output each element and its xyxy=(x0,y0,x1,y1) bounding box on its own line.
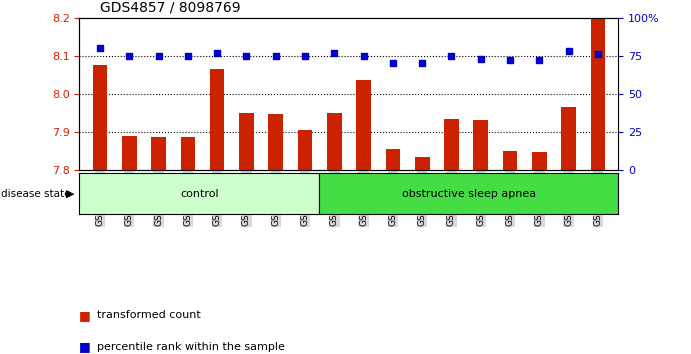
Text: control: control xyxy=(180,189,218,199)
Text: GDS4857 / 8098769: GDS4857 / 8098769 xyxy=(100,0,241,14)
Text: ■: ■ xyxy=(79,341,95,353)
Point xyxy=(95,45,106,51)
Point xyxy=(417,61,428,66)
Bar xyxy=(591,18,605,170)
Bar xyxy=(444,119,459,170)
Bar xyxy=(415,156,430,170)
Point xyxy=(388,61,399,66)
Text: ▶: ▶ xyxy=(66,189,74,199)
Bar xyxy=(298,130,312,170)
Text: disease state: disease state xyxy=(1,189,70,199)
Bar xyxy=(357,80,371,170)
Point xyxy=(153,53,164,59)
Point xyxy=(563,48,574,54)
Bar xyxy=(327,113,341,170)
Point xyxy=(592,51,603,57)
Text: transformed count: transformed count xyxy=(97,310,200,320)
Bar xyxy=(532,152,547,170)
Bar xyxy=(561,107,576,170)
Point xyxy=(211,50,223,56)
Point xyxy=(182,53,193,59)
Text: ■: ■ xyxy=(79,309,95,321)
Point xyxy=(270,53,281,59)
Point xyxy=(446,53,457,59)
Bar xyxy=(151,137,166,170)
Bar xyxy=(503,151,518,170)
Bar xyxy=(268,114,283,170)
Bar xyxy=(386,149,400,170)
Bar xyxy=(93,65,107,170)
Bar xyxy=(210,69,225,170)
Point xyxy=(358,53,369,59)
Point xyxy=(475,56,486,62)
Text: percentile rank within the sample: percentile rank within the sample xyxy=(97,342,285,352)
Point xyxy=(329,50,340,56)
Point xyxy=(534,57,545,63)
Bar xyxy=(180,137,195,170)
Bar xyxy=(122,136,137,170)
Text: obstructive sleep apnea: obstructive sleep apnea xyxy=(401,189,536,199)
Bar xyxy=(473,120,488,170)
Point xyxy=(124,53,135,59)
Bar xyxy=(239,113,254,170)
Point xyxy=(299,53,310,59)
Point xyxy=(504,57,515,63)
Point xyxy=(241,53,252,59)
